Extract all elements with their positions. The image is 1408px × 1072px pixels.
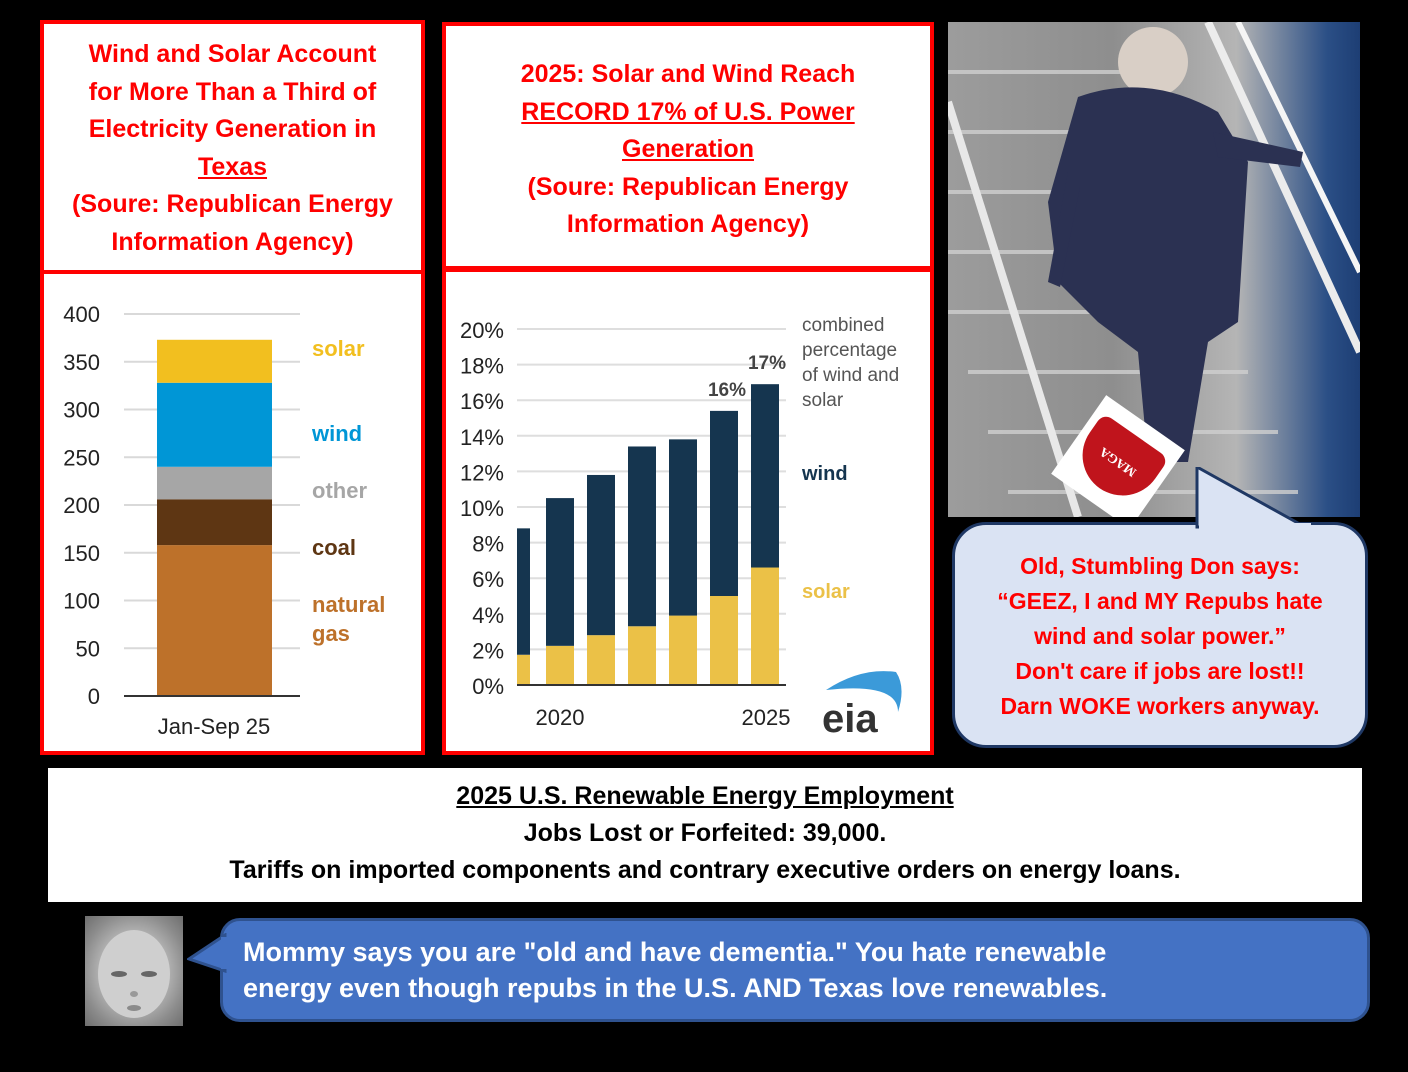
kid-quote-line-1: Mommy says you are "old and have dementi… [243,937,1107,967]
baby-face-icon [98,930,170,1018]
bar-segment-solar [157,339,272,383]
eia-logo-icon: eia [822,671,902,741]
y-tick-label: 350 [63,350,100,375]
baby-avatar [85,916,183,1026]
bar-segment-wind [157,382,272,467]
us-chart-panel: 0% 2% 4% 6% 8% 10% 12% 14% 16% 18% 20% 2020 2025 16% 1… [442,268,934,755]
bar-segment-solar [517,654,530,685]
jobs-lost-line: Jobs Lost or Forfeited: 39,000. [523,819,887,847]
y-tick-label: 12% [460,460,504,485]
legend-label: wind [311,421,362,446]
quote-line: Darn WOKE workers anyway. [1000,693,1320,719]
bar-segment-other [157,466,272,500]
y-tick-label: 50 [76,636,100,661]
headline-underlined-line: Generation [622,135,754,163]
legend-label-wind: wind [801,463,848,485]
don-speech-bubble: Old, Stumbling Don says: “GEEZ, I and MY… [952,467,1368,748]
annotation-16pct: 16% [708,380,746,401]
quote-line: Old, Stumbling Don says: [1020,553,1300,579]
source-line: (Soure: Republican Energy [72,190,393,218]
don-quote: Old, Stumbling Don says: “GEEZ, I and MY… [955,549,1365,724]
bubble-tail-icon [187,933,227,973]
us-headline-panel: 2025: Solar and Wind Reach RECORD 17% of… [442,22,934,270]
y-tick-label: 6% [472,567,504,592]
bar-segment-solar [628,626,656,685]
bar-segment-wind [517,528,530,655]
kid-speech-bubble: Mommy says you are "old and have dementi… [187,918,1370,1022]
legend-title: of wind and [802,365,899,386]
y-tick-label: 4% [472,603,504,628]
headline-line: 2025: Solar and Wind Reach [520,60,856,88]
employment-box: 2025 U.S. Renewable Energy Employment Jo… [48,768,1362,902]
texas-headline: Wind and Solar Account for More Than a T… [44,36,421,261]
bar-segment-wind [669,439,697,616]
x-tick-label: 2020 [536,705,585,730]
bar-segment-wind [710,410,738,596]
texas-headline-panel: Wind and Solar Account for More Than a T… [40,20,425,276]
source-line: Information Agency) [566,210,810,238]
bar-segment-coal [157,499,272,546]
y-tick-label: 2% [472,638,504,663]
source-line: Information Agency) [111,227,354,256]
bar-segment-solar [751,567,779,685]
bar-segment-solar [710,596,738,685]
y-tick-label: 200 [63,493,100,518]
headline-texas-underlined: Texas [197,152,268,181]
x-tick-label: 2025 [742,705,791,730]
legend-title: combined [802,315,884,336]
y-tick-label: 400 [63,302,100,327]
headline-line: Wind and Solar Account [88,40,377,68]
y-tick-label: 10% [460,496,504,521]
y-tick-label: 16% [460,389,504,414]
y-tick-label: 0% [472,674,504,699]
headline-line: Electricity Generation in [88,115,377,143]
y-tick-label: 100 [63,589,100,614]
bar-segment-wind [546,498,574,646]
y-tick-label: 300 [63,398,100,423]
legend-title: solar [802,390,844,411]
texas-stacked-bar-chart: 0 50 100 150 200 250 300 350 400 Jan-Sep 25 solar w… [63,302,385,739]
bar-segment-wind [751,384,779,568]
headline-line: for More Than a Third of [88,77,377,106]
y-tick-label: 20% [460,318,504,343]
quote-line: wind and solar power.” [1034,623,1286,649]
y-tick-label: 8% [472,532,504,557]
annotation-17pct: 17% [748,353,786,374]
legend-label: solar [312,336,365,361]
bar-segment-solar [669,615,697,685]
legend-title: percentage [802,340,897,361]
maga-hat-text: MAGA [1096,444,1139,481]
quote-line: Don't care if jobs are lost!! [1015,658,1305,684]
cause-line: Tariffs on imported components and contr… [229,856,1181,884]
legend-label-solar: solar [802,581,850,603]
bar-segment-solar [587,635,615,685]
legend-label: coal [312,535,356,560]
stairs-scene [948,22,1360,517]
us-headline: 2025: Solar and Wind Reach RECORD 17% of… [446,56,930,244]
legend-label: gas [312,621,350,646]
bar-segment-solar [546,645,574,685]
bar-segment-natural-gas [157,545,272,696]
bar-segment-wind [628,446,656,627]
employment-title: 2025 U.S. Renewable Energy Employment [456,782,954,810]
photo-man-climbing-stairs: MAGA [948,22,1360,517]
source-line: (Soure: Republican Energy [527,172,849,201]
y-tick-label: 250 [63,445,100,470]
y-tick-label: 14% [460,425,504,450]
us-stacked-bar-chart: 0%2%4%6%8%10%12%14%16%18%20%2020 202516%1… [460,315,902,741]
bar-segment-wind [587,474,615,636]
kid-quote-line-2: energy even though repubs in the U.S. AN… [243,973,1108,1003]
y-tick-label: 0 [88,684,100,709]
headline-underlined-line: RECORD 17% of U.S. Power [521,97,855,126]
bubble-tail-icon [1195,467,1311,529]
texas-chart-panel: 0 50 100 150 200 250 300 350 400 Jan-Sep 25 solar w… [40,270,425,755]
legend-label: natural [312,592,385,617]
quote-line: “GEEZ, I and MY Repubs hate [997,588,1323,614]
legend-label: other [312,478,367,503]
y-tick-label: 150 [63,541,100,566]
y-tick-label: 18% [460,354,504,379]
x-tick-label: Jan-Sep 25 [158,714,271,739]
svg-text:eia: eia [822,697,878,741]
